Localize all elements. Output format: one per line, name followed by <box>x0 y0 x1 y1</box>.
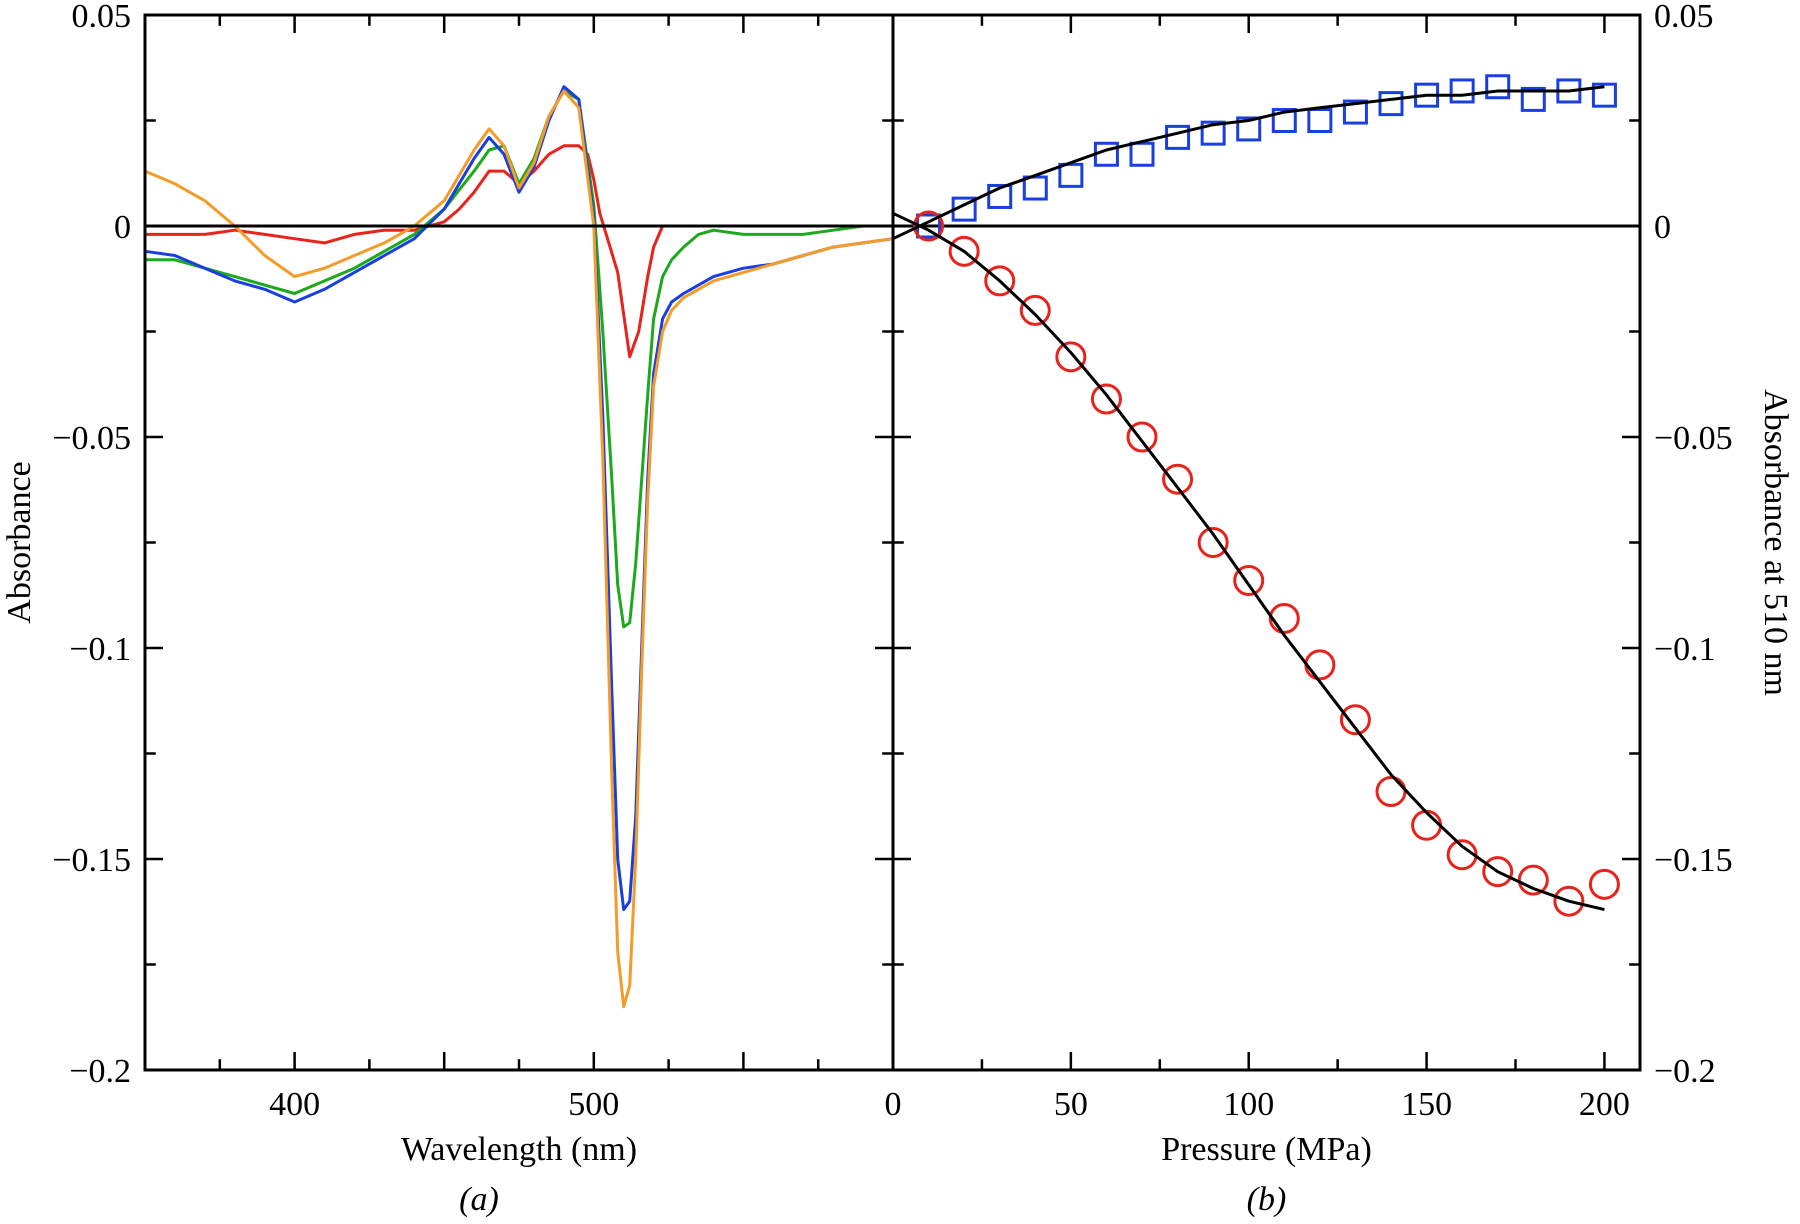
panel-b-square-point <box>1520 86 1546 112</box>
panel-b-circle-point <box>1055 341 1087 373</box>
panel-b-square-point <box>1307 108 1333 133</box>
panel-b-square-point <box>1485 74 1511 100</box>
panel-b-x-tick-label: 0 <box>885 1086 902 1123</box>
panel-b-y-tick-label: −0.05 <box>1654 420 1733 457</box>
panel-a-y-tick-label: 0 <box>114 209 131 246</box>
panel-b-series-3-line <box>892 211 1605 912</box>
panel-a-x-tick-label: 500 <box>568 1086 619 1123</box>
panel-b-square-point <box>1129 141 1155 167</box>
panel-b-series-2-line <box>892 85 1605 241</box>
panel-b-circle-point <box>1517 864 1549 896</box>
panel-b-y-axis-label: Absorbance at 510 nm <box>1757 389 1794 696</box>
panel-b-circle-point <box>984 265 1016 297</box>
panel-b-circle-point <box>1126 421 1158 453</box>
panel-b-square-point <box>1449 78 1475 104</box>
panel-a-y-tick-label: 0.05 <box>72 0 132 35</box>
panel-b-circle-point <box>1162 463 1194 495</box>
panel-b-series <box>892 74 1620 917</box>
panel-b-square-point <box>1591 82 1617 108</box>
panel-b-y-tick-label: −0.1 <box>1654 631 1716 668</box>
panel-a-y-tick-label: −0.1 <box>69 631 131 668</box>
panel-b-square-point <box>1165 124 1191 150</box>
panel-b-caption: (b) <box>1247 1181 1287 1218</box>
panel-b-circle-point <box>1197 527 1229 558</box>
panel-b-y-tick-label: 0 <box>1654 209 1671 246</box>
panel-a-y-axis-label: Absorbance <box>1 461 38 623</box>
panel-b-circle-point <box>1268 602 1300 634</box>
panel-b-square-point <box>1271 108 1297 133</box>
panel-a-ticks: 0.05 0 −0.05 −0.1 −0.15 −0.2 400 500 <box>52 0 893 1123</box>
panel-b-y-tick-label: −0.2 <box>1654 1053 1716 1090</box>
panel-b-square-point <box>1378 91 1404 117</box>
panel-b-x-tick-label: 50 <box>1054 1086 1088 1123</box>
panel-a-x-axis-label: Wavelength (nm) <box>401 1131 637 1168</box>
panel-b-circle-point <box>1482 856 1514 888</box>
panel-a-series-3-line <box>144 89 894 1009</box>
panel-b-x-tick-label: 150 <box>1401 1086 1452 1123</box>
panel-b-circle-point <box>1019 294 1051 326</box>
panel-a-y-tick-label: −0.2 <box>69 1053 131 1090</box>
panel-b-square-point <box>1058 162 1084 188</box>
panel-b-x-tick-label: 100 <box>1223 1086 1274 1123</box>
panel-b-square-point <box>1236 116 1262 142</box>
panel-b-circle-point <box>1553 885 1585 917</box>
panel-a-series-1-line <box>145 89 893 629</box>
panel-b-x-axis-label: Pressure (MPa) <box>1161 1131 1372 1168</box>
panel-b-ticks: 0.05 0 −0.05 −0.1 −0.15 −0.2 0 50 100 150 200 <box>885 0 1733 1123</box>
panel-b: 0.05 0 −0.05 −0.1 −0.15 −0.2 0 50 100 150 200 Pres… <box>885 0 1795 1218</box>
panel-a-x-tick-label: 400 <box>269 1086 320 1123</box>
panel-b-circle-point <box>913 210 945 242</box>
panel-b-square-point <box>987 183 1013 209</box>
panel-b-circle-point <box>1090 383 1122 415</box>
panel-b-y-tick-label: 0.05 <box>1654 0 1714 35</box>
panel-b-circle-point <box>1233 564 1265 596</box>
panel-a-y-tick-label: −0.05 <box>52 420 131 457</box>
panel-b-circle-point <box>1588 868 1620 900</box>
panel-b-square-point <box>1200 120 1226 146</box>
panel-b-square-point <box>1342 99 1368 125</box>
panel-b-square-point <box>1022 175 1048 201</box>
panel-b-circle-point <box>1339 704 1371 736</box>
panel-b-x-tick-label: 200 <box>1579 1086 1630 1123</box>
panel-a-caption: (a) <box>459 1181 499 1218</box>
panel-b-circle-point <box>948 235 980 267</box>
panel-a-y-tick-label: −0.15 <box>52 842 131 879</box>
panel-b-y-tick-label: −0.15 <box>1654 842 1733 879</box>
